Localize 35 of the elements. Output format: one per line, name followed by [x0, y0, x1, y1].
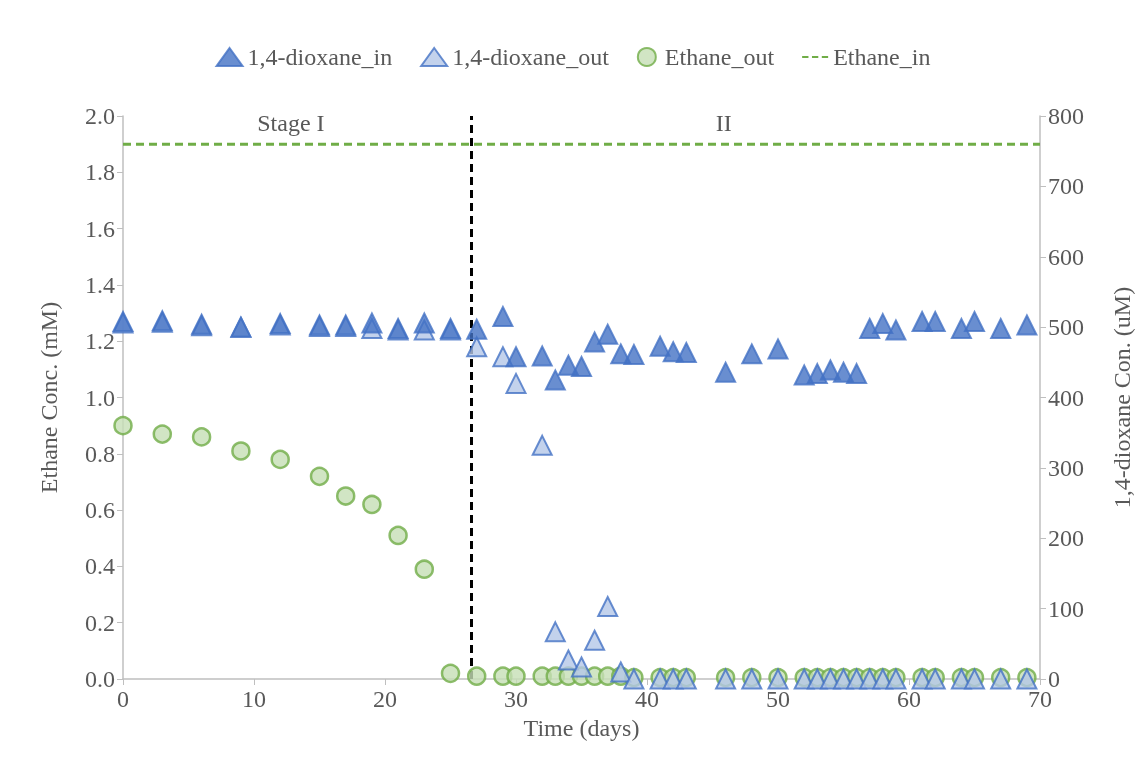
y2-tick-label: 100: [1048, 595, 1084, 622]
x-tick-label: 60: [897, 686, 921, 712]
y2-tick-label: 500: [1048, 314, 1084, 341]
x-tick-label: 30: [504, 686, 528, 712]
x-tick-label: 50: [766, 686, 790, 712]
legend-label: 1,4-dioxane_in: [247, 44, 393, 70]
y-tick-label: 1.4: [85, 271, 115, 298]
y-axis-title: Ethane Conc. (mM): [36, 301, 62, 494]
y-tick-label: 1.0: [85, 384, 115, 411]
y2-axis-title: 1,4-dioxane Con. (uM): [1109, 286, 1135, 509]
x-tick-label: 0: [117, 686, 129, 712]
legend-label: Ethane_in: [833, 44, 931, 70]
y-tick-label: 1.8: [85, 159, 115, 186]
y2-tick-label: 700: [1048, 173, 1084, 200]
annotation: II: [715, 110, 732, 136]
y-tick-label: 1.6: [85, 215, 115, 242]
y2-tick-label: 600: [1048, 243, 1084, 270]
annotation: Stage I: [257, 110, 325, 136]
y-tick-label: 0.8: [85, 440, 115, 467]
y-tick-label: 0.4: [85, 553, 115, 580]
y2-tick-label: 300: [1048, 454, 1084, 481]
y2-tick-label: 400: [1048, 384, 1084, 411]
x-tick-label: 10: [242, 686, 266, 712]
y-tick-label: 1.2: [85, 328, 115, 355]
x-tick-label: 40: [635, 686, 659, 712]
legend-label: Ethane_out: [664, 44, 775, 70]
y-tick-label: 0.0: [85, 666, 115, 692]
y2-tick-label: 200: [1048, 525, 1084, 552]
y2-tick-label: 800: [1048, 103, 1084, 129]
x-axis-title: Time (days): [523, 714, 640, 741]
y-tick-label: 0.6: [85, 497, 115, 524]
y-tick-label: 0.2: [85, 609, 115, 636]
legend-label: 1,4-dioxane_out: [452, 44, 610, 70]
y-tick-label: 2.0: [85, 103, 115, 129]
x-tick-label: 20: [373, 686, 397, 712]
